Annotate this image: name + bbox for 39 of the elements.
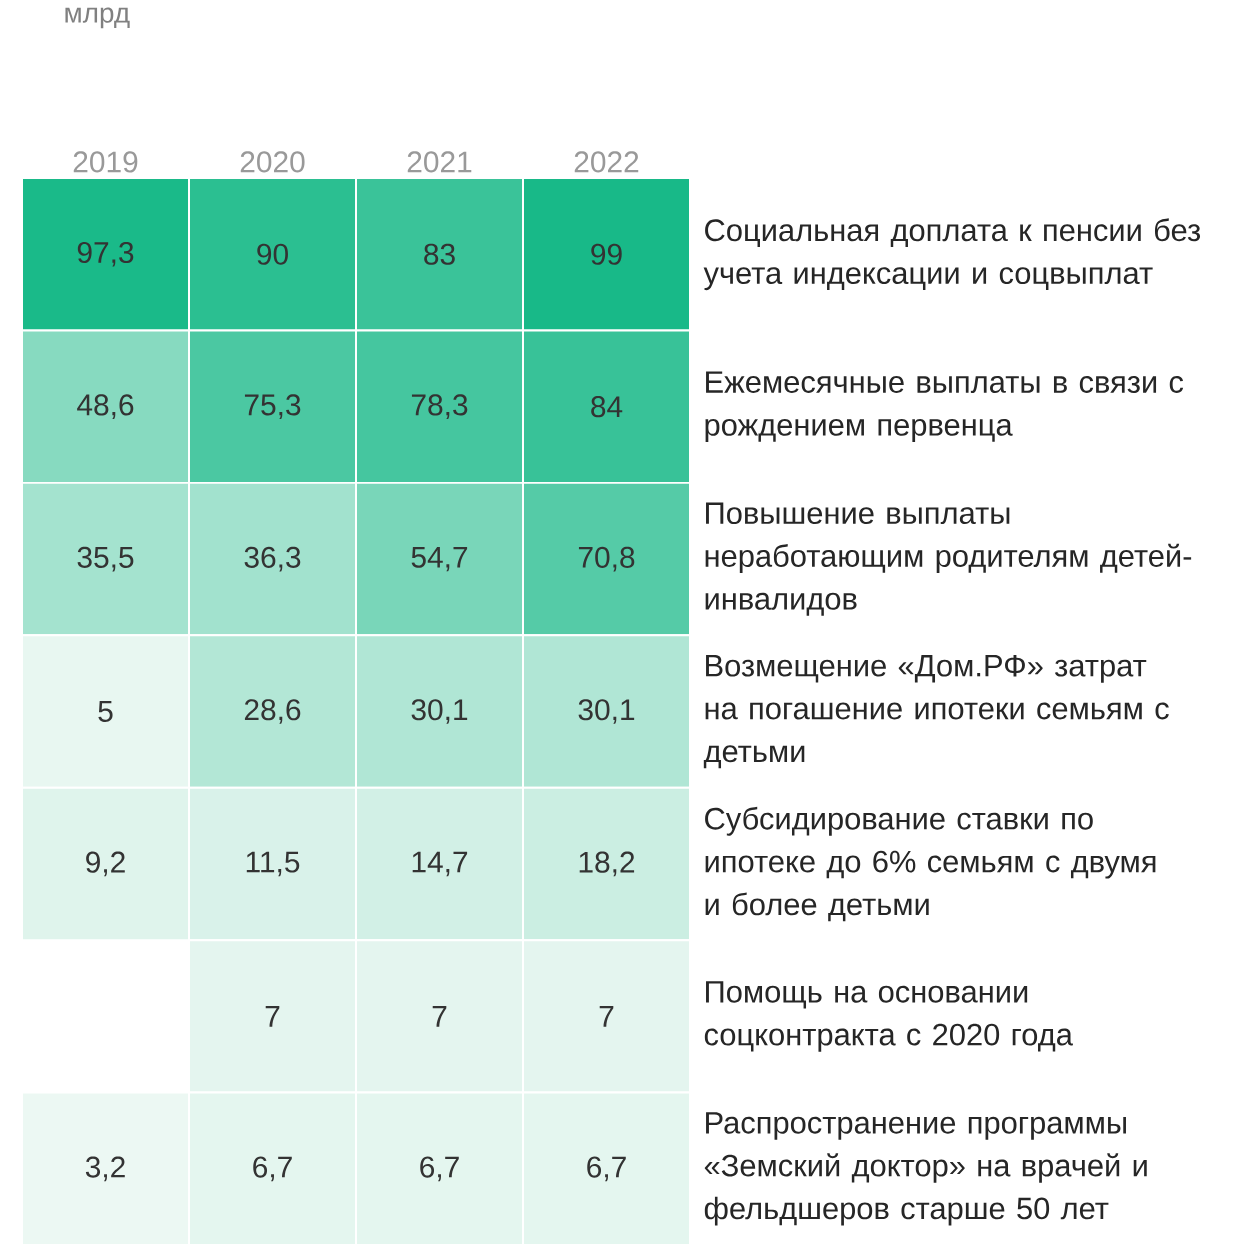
data-label: 6,7 (420, 1156, 459, 1182)
data-label: 6,7 (253, 1156, 292, 1182)
data-label: 6,7 (587, 1156, 626, 1182)
data-label: 36,3 (244, 546, 301, 572)
data-label: 14,7 (412, 851, 468, 877)
data-label: 9,2 (86, 851, 125, 877)
data-label: 70,8 (578, 546, 635, 572)
data-label: 48,6 (77, 394, 134, 420)
x-tick-label: 2022 (574, 151, 639, 173)
y-tick-label: Социальная доплата к пенсии без учета индексации и соцвыплат (703, 218, 1201, 291)
data-label: 3,2 (85, 1156, 125, 1182)
data-label: 7 (265, 1006, 280, 1027)
data-label: 54,7 (411, 546, 468, 572)
data-label: 35,5 (77, 546, 134, 572)
data-label: 83 (424, 243, 455, 265)
data-label: 28,6 (244, 699, 301, 724)
x-tick-label: 2021 (407, 151, 472, 173)
y-tick-label: Распространение программы «Земский доктор» на врачей и фельдшеров старше 50 лет (704, 1112, 1147, 1226)
data-label: 78,3 (411, 394, 468, 420)
y-tick-label: Ежемесячные выплаты в связи с рождением первенца (705, 371, 1184, 442)
chart-title: млрд (65, 7, 130, 29)
data-label: 75,3 (244, 394, 301, 420)
data-label: 84 (591, 396, 623, 418)
data-label: 90 (257, 243, 288, 265)
data-label: 7 (432, 1006, 447, 1027)
data-label: 18,2 (579, 851, 635, 877)
y-tick-label: Субсидирование ставки по ипотеке до 6% семьям с двумя и более детьми (705, 806, 1156, 922)
y-tick-label: Повышение выплаты неработающим родителям детей-инвалидов (705, 502, 1192, 616)
y-tick-label: Возмещение «Дом.РФ» затрат на погашение ипотеки семьям с детьми (703, 654, 1169, 769)
y-tick-label: Помощь на основании соцконтракта с 2020 года (704, 981, 1073, 1052)
data-label: 30,1 (411, 699, 468, 724)
data-label: 7 (599, 1006, 614, 1027)
data-label: 97,3 (77, 241, 134, 267)
data-label: 11,5 (246, 851, 300, 877)
x-tick-label: 2020 (240, 151, 305, 173)
data-label: 30,1 (578, 699, 635, 724)
x-tick-label: 2019 (73, 151, 138, 173)
data-label: 5 (98, 701, 113, 722)
data-label: 99 (591, 243, 622, 265)
